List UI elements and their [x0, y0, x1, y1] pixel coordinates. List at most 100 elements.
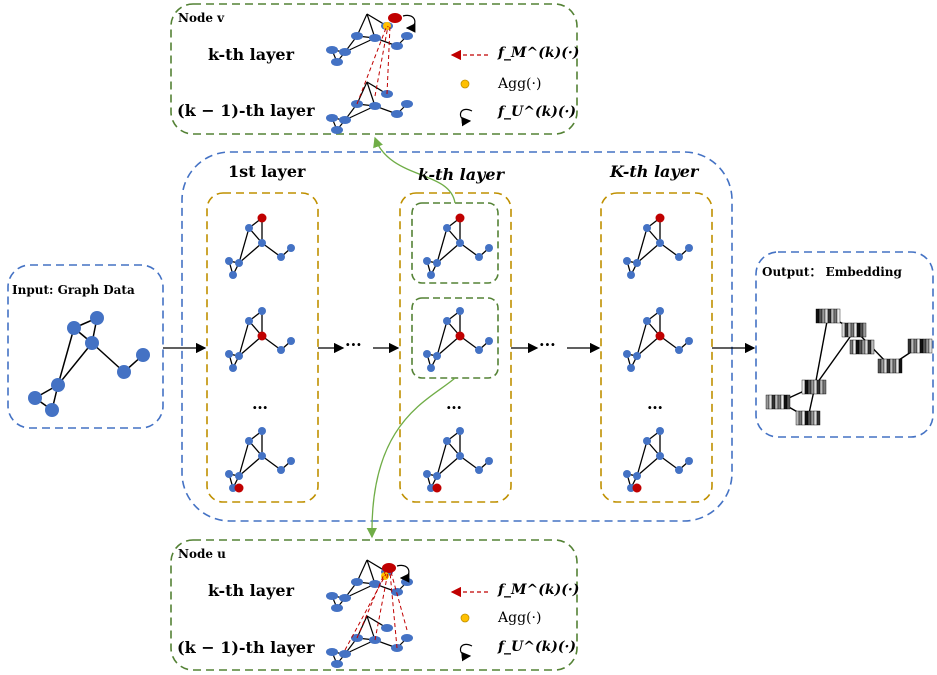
embedding-cell	[852, 339, 857, 355]
embedding-cell	[801, 410, 806, 426]
layer-K-graph-mid	[622, 307, 694, 373]
embedding-cell	[827, 308, 832, 324]
node-u-k-1-layer-label: (k − 1)-th layer	[177, 638, 315, 657]
layer-1-graph-bottom	[224, 427, 296, 493]
node-v-panel	[170, 3, 578, 135]
arrow-ellipsis-right: ···	[539, 335, 556, 354]
layer-k-graph-bottom	[422, 427, 494, 493]
connector-node-u	[366, 377, 456, 539]
layer-K-column	[600, 192, 713, 503]
embedding-cell	[907, 338, 912, 354]
embedding-cell	[841, 322, 846, 338]
embedding-cell	[786, 394, 791, 410]
layer-k-graph-mid	[422, 307, 494, 373]
embedding-cell	[765, 394, 770, 410]
embedding-cell	[892, 358, 897, 374]
embedding-cell	[853, 322, 858, 338]
embedding-cell	[771, 394, 776, 410]
embedding-cell	[813, 410, 818, 426]
layer-K-graph-bottom	[622, 427, 694, 493]
layer-K-label: K-th layer	[610, 162, 699, 181]
legend-agg-text-bottom: Agg(·)	[498, 610, 542, 626]
embedding-cell	[844, 322, 849, 338]
embedding-cell	[815, 308, 820, 324]
legend-agg-dot-bottom	[460, 613, 470, 623]
node-v-message-lines	[356, 25, 391, 105]
embedding-cell	[895, 358, 900, 374]
embedding-cell	[804, 379, 809, 395]
embedding-cell	[807, 410, 812, 426]
layer-1-graph-mid	[224, 307, 296, 373]
embedding-cell	[849, 339, 854, 355]
gnn-layers-panel	[181, 151, 733, 522]
embedding-cell	[898, 358, 903, 374]
layer-k-graph-top	[422, 213, 494, 280]
embedding-cell	[886, 358, 891, 374]
legend-message-text-bottom: f_M^(k)(·)	[498, 582, 580, 598]
embedding-cell	[925, 338, 930, 354]
embedding-cell	[880, 358, 885, 374]
embedding-cell	[810, 410, 815, 426]
embedding-bars	[765, 308, 933, 426]
embedding-cell	[818, 308, 823, 324]
embedding-cell	[858, 339, 863, 355]
embedding-cell	[816, 379, 821, 395]
embedding-cell	[816, 410, 821, 426]
embedding-cell	[870, 339, 875, 355]
input-graph	[28, 311, 150, 417]
highlight-node-v	[411, 202, 499, 284]
node-v-k-layer-label: k-th layer	[208, 45, 295, 64]
layer-1-ellipsis: …	[252, 394, 268, 413]
embedding-cell	[813, 379, 818, 395]
node-u-k-1-layer-graph	[325, 615, 414, 669]
layer-K-graph-top	[622, 213, 694, 280]
embedding-cell	[919, 338, 924, 354]
embedding-cell	[830, 308, 835, 324]
embedding-cell	[824, 308, 829, 324]
embedding-cell	[877, 358, 882, 374]
embedding-cell	[855, 339, 860, 355]
legend-update-text-bottom: f_U^(k)(·)	[498, 639, 577, 655]
node-u-label: Node u	[178, 547, 226, 561]
embedding-cell	[913, 338, 918, 354]
node-v-k-layer-graph	[325, 13, 416, 67]
embedding-cell	[836, 308, 841, 324]
legend-update-text-top: f_U^(k)(·)	[498, 104, 577, 120]
legend-message-text-top: f_M^(k)(·)	[498, 45, 580, 61]
embedding-cell	[862, 322, 867, 338]
node-u-message-lines	[344, 571, 408, 651]
embedding-cell	[774, 394, 779, 410]
embedding-cell	[768, 394, 773, 410]
embedding-cell	[804, 410, 809, 426]
highlight-node-u	[411, 297, 499, 379]
embedding-cell	[780, 394, 785, 410]
node-u-k-layer-label: k-th layer	[208, 581, 295, 600]
embedding-cell	[810, 379, 815, 395]
embedding-cell	[821, 308, 826, 324]
embedding-cell	[856, 322, 861, 338]
node-v-label: Node v	[178, 11, 225, 25]
embedding-cell	[861, 339, 866, 355]
layer-k-ellipsis: …	[446, 394, 462, 413]
embedding-cell	[910, 338, 915, 354]
output-title: Output： Embedding	[762, 265, 902, 279]
node-u-panel	[170, 539, 578, 671]
embedding-cell	[822, 379, 827, 395]
embedding-cell	[847, 322, 852, 338]
embedding-cell	[867, 339, 872, 355]
legend-agg-dot-top	[460, 79, 470, 89]
output-panel	[755, 251, 934, 438]
embedding-cell	[883, 358, 888, 374]
embedding-cell	[795, 410, 800, 426]
input-panel	[7, 264, 164, 429]
legend-agg-text-top: Agg(·)	[498, 76, 542, 92]
embedding-cell	[807, 379, 812, 395]
layer-k-label: k-th layer	[418, 165, 505, 184]
embedding-cell	[801, 379, 806, 395]
layer-1-label: 1st layer	[228, 164, 305, 180]
embedding-cell	[783, 394, 788, 410]
embedding-cell	[864, 339, 869, 355]
layer-1-graph-top	[224, 213, 296, 280]
embedding-cell	[850, 322, 855, 338]
